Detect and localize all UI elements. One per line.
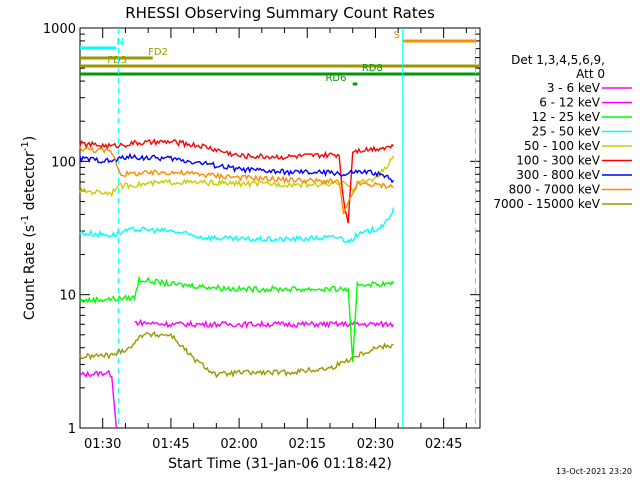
flag-label-rd6: RD6 — [325, 73, 346, 84]
legend-label-6: 100 - 300 keV — [516, 154, 600, 168]
y-axis-label: Count Rate (s-1 detector-1) — [20, 136, 38, 320]
chart-title: RHESSI Observing Summary Count Rates — [125, 4, 435, 22]
y-tick-label: 1000 — [43, 22, 76, 37]
legend-label-4: 25 - 50 keV — [532, 125, 601, 139]
legend-label-2: 6 - 12 keV — [539, 96, 601, 110]
x-tick-label: 01:30 — [84, 437, 121, 452]
x-tick-label: 02:00 — [220, 437, 257, 452]
footer-date: 13-Oct-2021 23:20 — [556, 467, 632, 476]
series-line-7 — [79, 152, 395, 184]
series-lines — [79, 138, 395, 429]
legend-label-7: 300 - 800 keV — [516, 168, 600, 182]
flag-label-fd2: FD2 — [148, 47, 168, 58]
legend-title: Det 1,3,4,5,6,9, — [511, 53, 605, 67]
x-tick-label: 02:45 — [425, 437, 462, 452]
flag-bars: N FD2 FD3 RD8 RD6 S — [80, 30, 480, 86]
legend-label-3: 12 - 25 keV — [532, 110, 601, 124]
plot-frame — [79, 27, 481, 429]
event-markers — [118, 28, 476, 428]
legend-label-8: 800 - 7000 keV — [509, 183, 601, 197]
x-tick-label: 01:45 — [152, 437, 189, 452]
legend-label-5: 50 - 100 keV — [524, 139, 601, 153]
x-tick-label: 02:15 — [289, 437, 326, 452]
x-axis-label: Start Time (31-Jan-06 01:18:42) — [168, 456, 392, 472]
legend-subtitle: Att 0 — [576, 67, 605, 81]
flag-label-fd3: FD3 — [107, 55, 127, 66]
series-line-3 — [79, 275, 395, 363]
series-line-6 — [79, 138, 395, 224]
flag-label-n: N — [116, 37, 123, 48]
flag-label-s: S — [394, 30, 400, 41]
y-tick-label: 1 — [68, 422, 76, 437]
y-tick-label: 10 — [59, 289, 76, 304]
y-tick-label: 100 — [51, 155, 76, 170]
series-line-8 — [79, 146, 394, 215]
axis-ticks: 1 10 100 1000 01:30 01:45 02:00 02:15 02:30 02:45 — [43, 22, 480, 452]
flag-label-rd8: RD8 — [362, 63, 383, 74]
x-tick-label: 02:30 — [357, 437, 394, 452]
series-line-9 — [79, 330, 394, 379]
legend-label-9: 7000 - 15000 keV — [493, 197, 600, 211]
series-line-1 — [79, 369, 118, 429]
legend-label-1: 3 - 6 keV — [547, 81, 601, 95]
series-line-4 — [79, 207, 395, 245]
